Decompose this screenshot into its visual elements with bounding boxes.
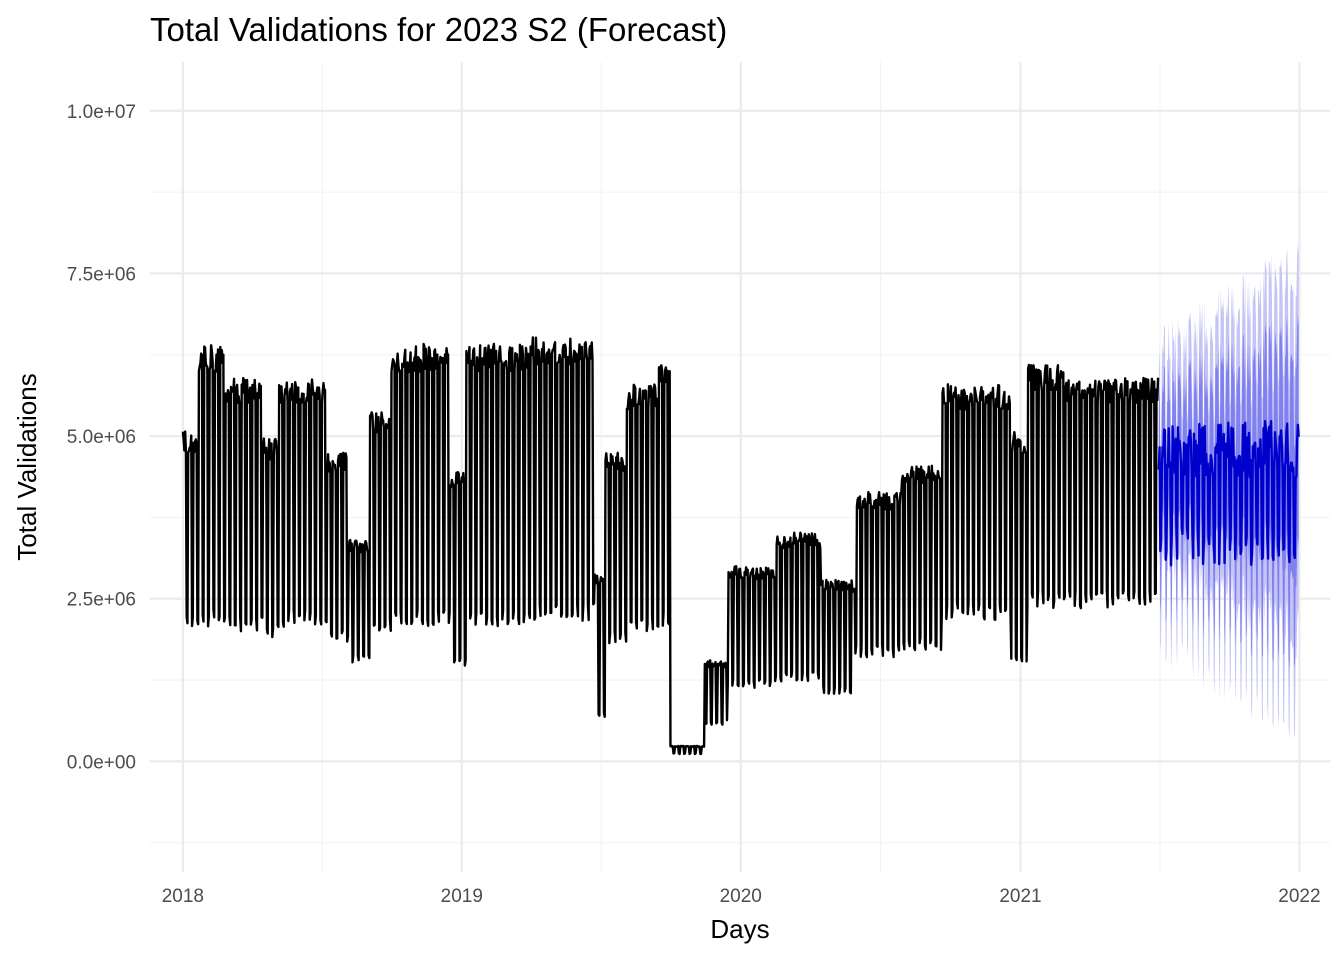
x-tick-label: 2020 [720, 886, 762, 907]
y-tick-label: 1.0e+07 [67, 102, 136, 123]
x-tick-label: 2019 [441, 886, 483, 907]
y-axis-tick-labels: 0.0e+00 2.5e+06 5.0e+06 7.5e+06 1.0e+07 [67, 102, 136, 774]
forecast-layer [1157, 243, 1300, 739]
x-tick-label: 2018 [162, 886, 204, 907]
x-tick-label: 2021 [999, 886, 1041, 907]
y-tick-label: 7.5e+06 [67, 264, 136, 285]
y-axis-title: Total Validations [12, 373, 42, 560]
x-tick-label: 2022 [1278, 886, 1320, 907]
y-tick-label: 5.0e+06 [67, 427, 136, 448]
y-tick-label: 2.5e+06 [67, 590, 136, 611]
actual-validations-line [181, 336, 1160, 756]
chart-title: Total Validations for 2023 S2 (Forecast) [150, 11, 727, 48]
y-tick-label: 0.0e+00 [67, 752, 136, 773]
forecast-mean-line [1157, 419, 1300, 567]
x-axis-title: Days [710, 914, 769, 944]
x-axis-tick-labels: 2018 2019 2020 2021 2022 [162, 886, 1321, 907]
